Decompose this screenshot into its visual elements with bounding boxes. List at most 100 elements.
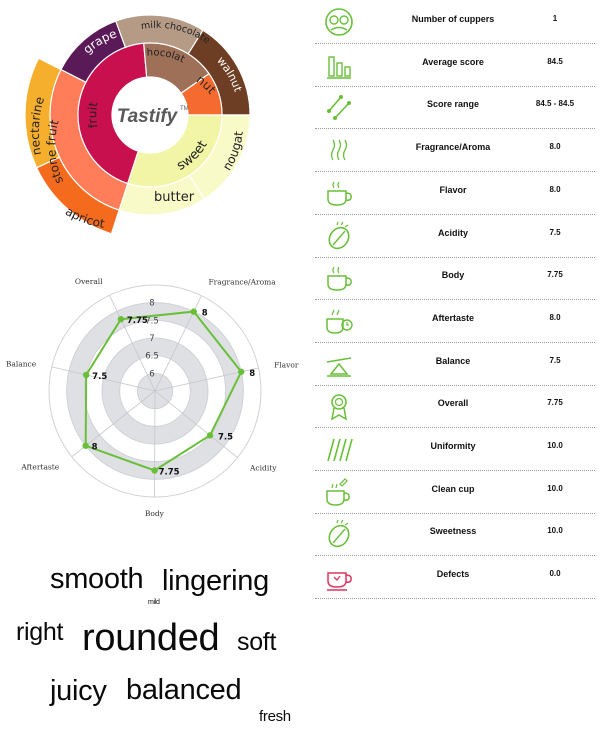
radar-point: [151, 467, 158, 474]
score-row-defects: Defects 0.0: [315, 555, 595, 600]
score-row-balance: Balance 7.5: [315, 342, 595, 386]
aroma-icon: [330, 139, 348, 161]
cup-icon: [327, 266, 352, 291]
word-lingering: lingering: [162, 565, 269, 597]
word-juicy: juicy: [50, 675, 107, 707]
score-label: Clean cup: [431, 483, 475, 494]
radar-axis-label: Overall: [75, 277, 103, 286]
wheel-label-fruit: fruit: [85, 101, 100, 130]
word-soft: soft: [237, 628, 277, 656]
score-row-uniformity: Uniformity 10.0: [315, 427, 595, 471]
radar-axis-label: Acidity: [249, 464, 277, 473]
score-row-overall: Overall 7.75: [315, 384, 595, 429]
score-label: Flavor: [439, 184, 467, 195]
radar-value-label: 7.5: [218, 432, 233, 442]
score-label: Number of cuppers: [411, 14, 495, 24]
score-label: Overall: [437, 398, 469, 409]
defect-cup-icon: [327, 572, 352, 591]
word-right: right: [16, 618, 64, 646]
score-value: 10.0: [547, 441, 563, 450]
radar-value-label: 8: [92, 443, 98, 453]
flavor-wheel: Tastify TM grape milk chocolate chocolat…: [0, 0, 251, 235]
radar-series-line: [84, 310, 243, 472]
wheel-segment-apricot: [35, 156, 120, 235]
radar-value-label: 7.5: [92, 372, 107, 382]
radar-value-label: 8: [249, 369, 255, 379]
score-value: 7.5: [549, 227, 561, 237]
balance-icon: [326, 356, 352, 377]
score-value: 8.0: [549, 312, 561, 322]
score-row-fragrance-aroma: Fragrance/Aroma 8.0: [315, 128, 595, 173]
score-label: Defects: [436, 569, 470, 580]
radar-point: [238, 368, 245, 375]
score-row-average-score: Average score 84.5: [315, 43, 595, 87]
bar-chart-icon: [327, 55, 351, 79]
wheel-label-nectarine: nectarine: [28, 95, 47, 156]
bean-icon: [328, 520, 350, 548]
score-label: Balance: [435, 355, 471, 366]
word-mild: mild: [148, 599, 160, 606]
score-row-acidity: Acidity 7.5: [315, 214, 595, 258]
word-fresh: fresh: [259, 708, 291, 725]
range-icon: [327, 95, 351, 121]
score-label: Average score: [422, 56, 484, 67]
radar-point: [206, 432, 214, 439]
score-value: 8.0: [549, 142, 561, 152]
radar-tick-label: 6: [149, 369, 154, 379]
radar-value-label: 7.75: [127, 316, 148, 326]
score-value: 7.75: [547, 270, 563, 280]
radar-tick-label: 7: [149, 334, 154, 344]
radar-axis-label: Body: [145, 509, 165, 518]
cup-clock-icon: [326, 309, 353, 334]
cupping-radar-chart: 6 6.5 7 7.5 8 Fragrance/Aroma Flavor Acidity Bo…: [6, 277, 299, 518]
radar-value-label: 8: [202, 309, 208, 319]
score-row-sweetness: Sweetness 10.0: [315, 512, 595, 557]
radar-point: [117, 316, 125, 323]
radar-tick-label: 6.5: [145, 352, 159, 362]
word-rounded: rounded: [82, 617, 220, 659]
score-label: Uniformity: [430, 441, 476, 451]
radar-axis-label: Balance: [6, 359, 37, 368]
ribbon-icon: [330, 394, 348, 421]
uniformity-icon: [327, 438, 353, 462]
score-label: Acidity: [437, 227, 468, 238]
score-row-score-range: Score range 84.5 - 84.5: [315, 85, 595, 130]
score-value: 84.5: [547, 56, 563, 66]
wheel-center: [112, 77, 188, 153]
score-label: Fragrance/Aroma: [415, 142, 491, 153]
score-value: 0.0: [549, 569, 561, 579]
radar-spoke: [109, 295, 156, 392]
score-row-number-of-cuppers: Number of cuppers 1: [315, 0, 595, 44]
score-value: 10.0: [547, 526, 563, 536]
score-value: 1: [552, 14, 558, 23]
score-value: 10.0: [547, 483, 563, 493]
radar-point: [82, 442, 89, 449]
radar-axis-label: Flavor: [274, 360, 299, 369]
radar-axis-label: Fragrance/Aroma: [208, 277, 276, 286]
wheel-segment-nectarine: [24, 57, 62, 169]
score-row-flavor: Flavor 8.0: [315, 171, 595, 215]
score-value: 7.5: [549, 355, 561, 365]
radar-axis-label: Aftertaste: [20, 463, 59, 472]
score-label: Aftertaste: [431, 312, 474, 323]
score-row-clean-cup: Clean cup 10.0: [315, 470, 595, 514]
radar-point: [82, 371, 90, 379]
score-row-aftertaste: Aftertaste 8.0: [315, 299, 595, 343]
score-value: 8.0: [549, 184, 561, 194]
bean-icon: [328, 221, 350, 249]
score-row-body: Body 7.75: [315, 256, 595, 301]
score-value: 7.75: [547, 398, 563, 408]
radar-point: [190, 308, 197, 315]
score-value: 84.5 - 84.5: [535, 99, 575, 109]
radar-tick-label: 7.5: [145, 316, 159, 326]
wheel-center-mark: TM: [180, 106, 189, 112]
radar-spoke: [154, 390, 238, 458]
score-label: Body: [441, 270, 465, 281]
clean-cup-icon: [326, 477, 350, 506]
radar-tick-label: 8: [149, 299, 154, 309]
descriptor-word-cloud: smooth lingering mild right rounded soft…: [0, 555, 310, 729]
wheel-center-label: Tastify: [117, 106, 179, 127]
wheel-label-butter: butter: [154, 190, 195, 205]
word-smooth: smooth: [50, 563, 144, 595]
score-label: Sweetness: [429, 526, 477, 537]
